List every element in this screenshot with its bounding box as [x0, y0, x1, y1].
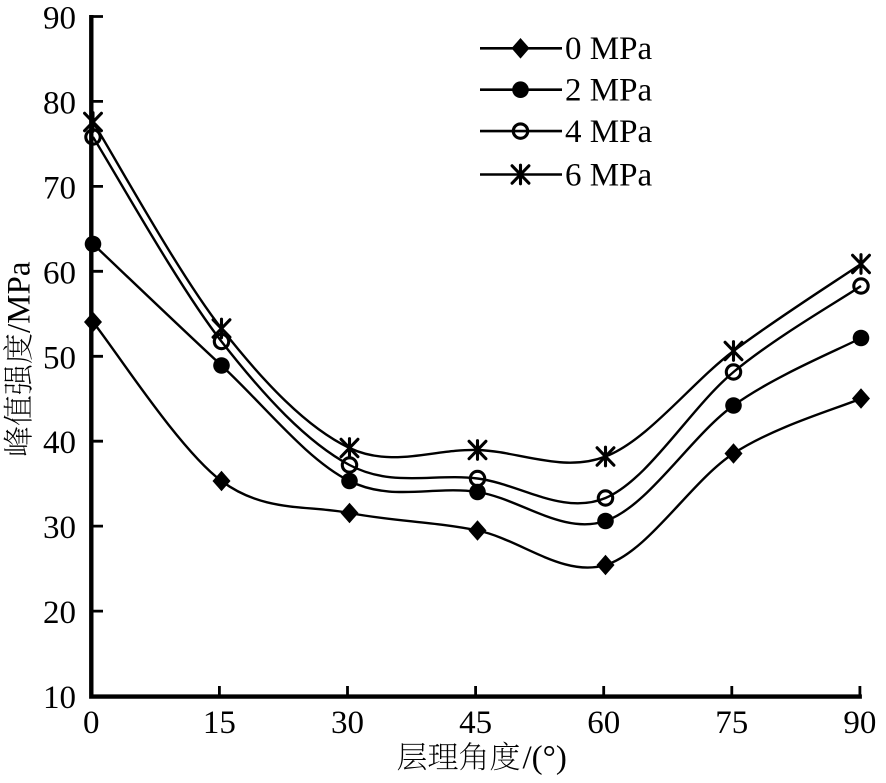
svg-text:50: 50 [43, 340, 76, 376]
svg-text:15: 15 [203, 705, 236, 741]
svg-text:60: 60 [587, 705, 620, 741]
svg-text:75: 75 [715, 705, 748, 741]
svg-text:45: 45 [459, 705, 492, 741]
svg-text:30: 30 [331, 705, 364, 741]
svg-text:30: 30 [43, 510, 76, 546]
svg-text:0 MPa: 0 MPa [565, 31, 652, 67]
svg-text:/(°): /(°) [523, 740, 567, 776]
svg-text:0: 0 [83, 705, 100, 741]
svg-text:60: 60 [43, 255, 76, 291]
svg-text:10: 10 [43, 680, 76, 716]
svg-text:80: 80 [43, 85, 76, 121]
svg-text:90: 90 [43, 1, 76, 37]
svg-text:70: 70 [43, 170, 76, 206]
svg-text:2 MPa: 2 MPa [565, 73, 652, 109]
svg-text:4 MPa: 4 MPa [565, 114, 652, 150]
svg-text:/MPa: /MPa [2, 261, 38, 333]
svg-text:40: 40 [43, 425, 76, 461]
svg-text:6 MPa: 6 MPa [565, 157, 652, 193]
svg-text:90: 90 [843, 705, 876, 741]
svg-text:20: 20 [43, 595, 76, 631]
